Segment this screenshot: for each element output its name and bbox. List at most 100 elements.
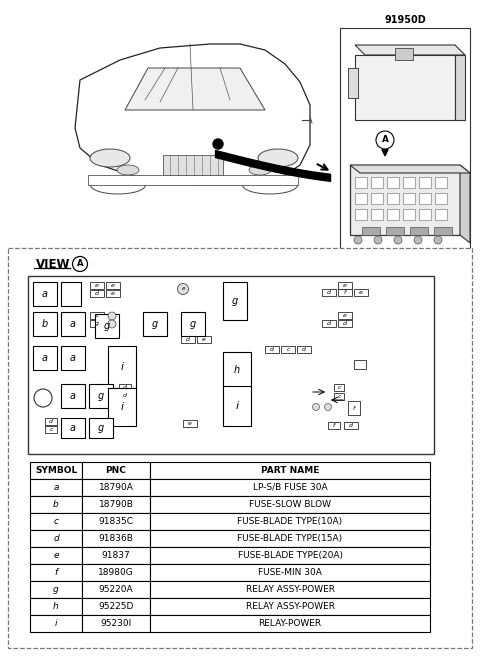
Bar [297,346,311,353]
Text: e: e [181,287,185,291]
Text: 18790B: 18790B [98,500,133,509]
Bar [354,360,366,369]
Text: FUSE-BLADE TYPE(10A): FUSE-BLADE TYPE(10A) [238,517,343,526]
Bar [90,320,104,327]
Bar [150,564,430,581]
Bar [338,282,352,289]
Bar [33,312,57,336]
Text: c: c [53,517,59,526]
Bar [334,384,344,391]
Bar [181,336,195,343]
Text: e: e [202,337,206,342]
Text: g: g [95,321,99,326]
Text: FUSE-SLOW BLOW: FUSE-SLOW BLOW [249,500,331,509]
Text: A: A [382,136,388,144]
Text: 95220A: 95220A [99,585,133,594]
Circle shape [354,236,362,244]
Bar [61,282,81,306]
Bar [338,289,352,296]
Bar [119,392,131,399]
Text: a: a [70,391,76,401]
Bar [30,581,82,598]
Text: PNC: PNC [106,466,126,475]
Polygon shape [460,165,470,243]
Text: c: c [49,427,53,432]
Bar [223,352,251,388]
Text: i: i [235,401,239,411]
Text: f: f [54,568,58,577]
Bar [150,496,430,513]
Text: i: i [55,619,57,628]
Circle shape [108,320,116,328]
Bar [403,177,415,188]
Text: a: a [42,353,48,363]
Text: 18980G: 18980G [98,568,134,577]
Bar [89,418,113,438]
Circle shape [414,236,422,244]
Bar [150,479,430,496]
Polygon shape [75,44,310,185]
Bar [61,384,85,408]
Bar [30,547,82,564]
Bar [150,547,430,564]
Text: a: a [70,423,76,433]
Bar [82,496,150,513]
Bar [435,177,447,188]
Bar [435,209,447,220]
Bar [183,420,197,427]
Text: a: a [42,289,48,299]
Ellipse shape [258,149,298,167]
Ellipse shape [90,149,130,167]
Text: LP-S/B FUSE 30A: LP-S/B FUSE 30A [252,483,327,492]
Text: c: c [337,385,341,390]
Text: d: d [53,534,59,543]
Bar [181,312,205,336]
Bar [150,581,430,598]
Text: g: g [53,585,59,594]
Bar [197,336,211,343]
Bar [82,479,150,496]
Text: b: b [53,500,59,509]
Text: e: e [343,283,347,288]
Circle shape [34,389,52,407]
Text: e: e [95,283,99,288]
Circle shape [324,403,332,411]
Text: FUSE-BLADE TYPE(20A): FUSE-BLADE TYPE(20A) [238,551,343,560]
Bar [108,388,136,426]
Bar [338,320,352,327]
Bar [355,209,367,220]
Text: d: d [95,291,99,296]
Text: RELAY-POWER: RELAY-POWER [258,619,322,628]
Bar [82,547,150,564]
Bar [106,282,120,289]
Text: c: c [96,313,99,318]
Bar [348,68,358,98]
Bar [82,598,150,615]
Bar [30,615,82,632]
Text: 91835C: 91835C [98,517,133,526]
Bar [82,462,150,479]
Text: d: d [123,393,127,398]
Bar [150,462,430,479]
Bar [95,314,119,338]
Bar [328,422,340,429]
Text: e: e [111,283,115,288]
Text: b: b [42,319,48,329]
Bar [88,175,298,185]
Bar [386,227,404,235]
Bar [322,289,336,296]
Text: A: A [77,260,83,268]
Text: c: c [337,394,341,399]
Bar [119,384,131,391]
Bar [223,386,251,426]
Text: RELAY ASSY-POWER: RELAY ASSY-POWER [245,602,335,611]
Bar [150,598,430,615]
Bar [419,177,431,188]
Bar [30,513,82,530]
Text: d: d [186,337,190,342]
Bar [30,462,82,479]
Text: d: d [270,347,274,352]
Bar [82,615,150,632]
Bar [61,346,85,370]
Text: d: d [343,321,347,326]
